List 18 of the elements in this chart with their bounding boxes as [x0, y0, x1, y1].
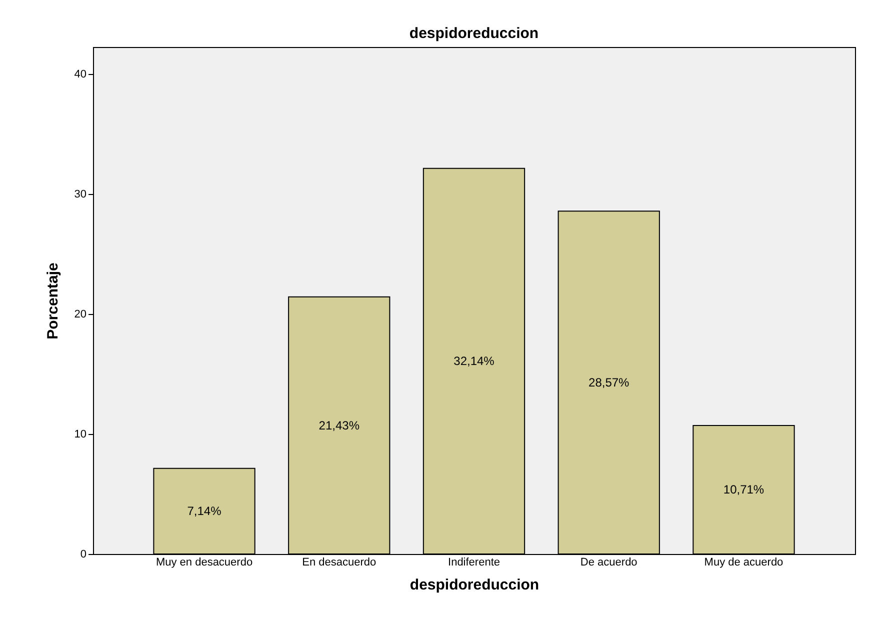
- chart-title: despidoreduccion: [409, 25, 539, 42]
- y-tick-label: 40: [74, 68, 86, 80]
- y-tick-label: 30: [74, 188, 86, 200]
- data-label: 32,14%: [454, 354, 495, 368]
- x-axis-title: despidoreduccion: [410, 576, 540, 594]
- data-label: 7,14%: [187, 504, 222, 518]
- data-label: 28,57%: [588, 376, 630, 390]
- y-axis-title: Porcentaje: [44, 262, 62, 340]
- x-tick-label: Indiferente: [448, 556, 500, 568]
- x-tick-label: Muy de acuerdo: [704, 556, 784, 568]
- y-tick-label: 10: [74, 428, 86, 440]
- y-tick-label: 0: [80, 548, 86, 560]
- data-label: 10,71%: [723, 482, 764, 497]
- y-tick-label: 20: [74, 308, 86, 320]
- x-tick-label: De acuerdo: [580, 556, 638, 568]
- x-tick-label: Muy en desacuerdo: [156, 556, 253, 568]
- x-tick-label: En desacuerdo: [302, 556, 376, 568]
- data-label: 21,43%: [318, 418, 360, 432]
